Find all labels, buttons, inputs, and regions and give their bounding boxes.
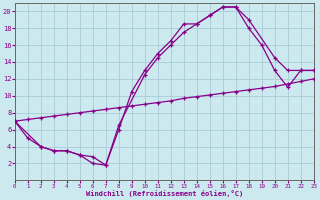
X-axis label: Windchill (Refroidissement éolien,°C): Windchill (Refroidissement éolien,°C)	[86, 190, 243, 197]
